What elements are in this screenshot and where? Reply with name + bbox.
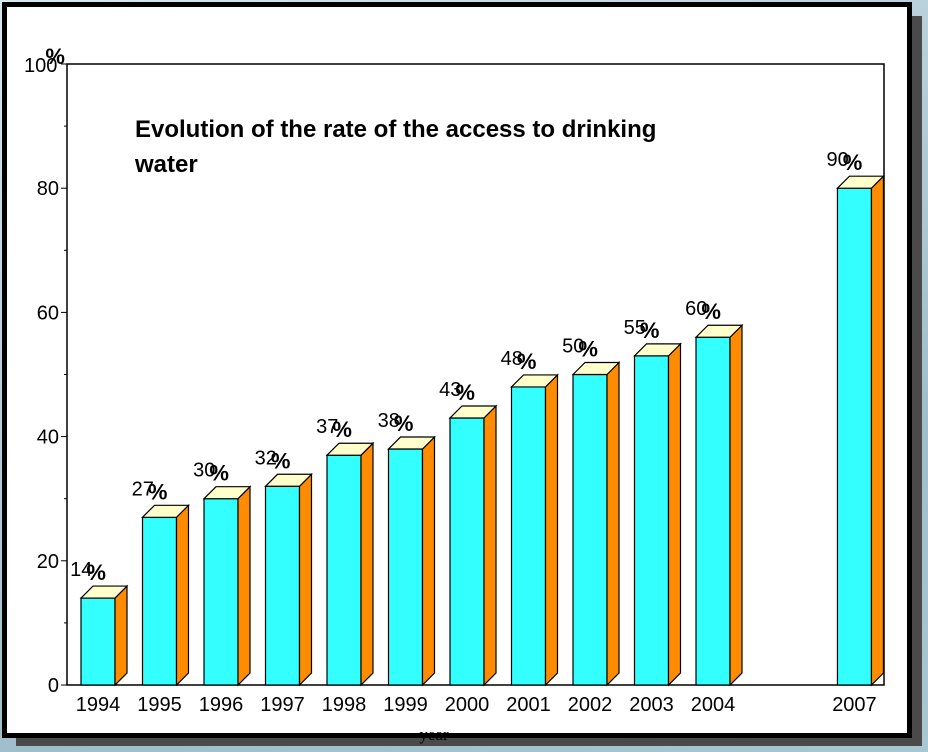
bar-side [544,373,559,687]
data-label: 32% [255,447,291,473]
x-tick-label: 1995 [137,694,182,716]
data-label-value: 60 [685,298,707,320]
y-tick-label: 20 [37,551,59,573]
x-tick-label: 1999 [383,694,428,716]
bar-front [203,498,239,686]
data-label-unit: % [517,349,537,374]
data-label-value: 50 [562,336,584,358]
y-tick-label: 40 [37,427,59,449]
data-label: 60% [685,298,721,324]
y-tick-label: 60 [37,302,59,324]
bar-front [572,373,608,686]
y-axis-unit: % [45,44,65,69]
x-tick-label: 1998 [322,694,367,716]
data-label-unit: % [148,479,168,504]
bar-side [298,472,313,687]
y-tick-label-top: 100% [24,44,65,77]
bar-side [483,404,497,687]
data-label: 37% [316,416,352,442]
data-label-unit: % [578,337,598,362]
bar-front [80,597,116,686]
bar-top [325,442,375,456]
data-label-unit: % [332,417,352,442]
bar-top [448,405,498,419]
bar-side [237,485,251,687]
bar-front [510,386,547,686]
chart-title-line-1: Evolution of the rate of the access to d… [135,116,656,143]
bar-side [606,361,620,687]
x-tick-label: 2003 [629,694,674,716]
data-label-value: 32 [255,447,277,469]
data-label: 50% [562,336,598,362]
data-label-unit: % [640,318,660,343]
bar-top [510,374,559,388]
data-label: 55% [624,317,660,343]
bar-front [449,417,485,686]
y-tick-label: 0 [48,675,59,697]
bar-side [729,323,743,687]
x-tick-label: 1997 [260,694,305,716]
data-label: 90% [827,149,863,175]
x-tick-label: 2004 [691,694,736,716]
bar-side [114,584,128,687]
bar-top [141,504,190,518]
bar-top [202,486,252,500]
data-label-unit: % [271,448,291,473]
bar-top [387,436,436,450]
data-label-value: 38 [378,410,400,432]
data-label-value: 55 [624,317,646,339]
bar-top [836,175,885,189]
data-label-unit: % [86,560,106,585]
bar-front [633,355,670,686]
bar-top [571,361,621,376]
x-tick-label: 2000 [445,694,490,716]
x-tick-label: 2001 [506,694,551,716]
data-label-value: 14 [70,559,92,581]
data-label-unit: % [209,461,229,486]
bar-side [360,441,374,687]
y-top-value: 100 [24,55,57,77]
bar-front [695,336,731,686]
bar-top [694,324,744,338]
x-tick-label: 1994 [76,694,121,716]
bars [79,174,885,687]
bar-top [633,343,682,357]
data-label-value: 30 [193,460,215,482]
data-label-unit: % [455,380,475,405]
data-label-unit: % [843,150,863,175]
data-label-value: 27 [132,478,154,500]
chart-title-line-2: water [134,151,198,178]
data-label: 27% [132,478,168,504]
data-label-value: 90 [827,149,849,171]
bar-front [141,516,178,686]
bar-side [870,174,885,687]
data-label: 38% [378,410,414,436]
labels: 1994 14% 1995 27% 1996 30% 1997 32% 1998 37% 1999 3… [70,149,877,716]
y-tick-label: 80 [37,178,59,200]
bar-top [79,585,129,599]
data-label: 48% [501,348,537,374]
data-label-unit: % [394,411,414,436]
x-tick-label: 2007 [832,694,877,716]
bar-front [387,448,424,686]
bar-front [326,454,362,686]
data-label: 30% [193,460,229,486]
bar-side [667,342,682,687]
bar-front [264,485,301,686]
bar-side [175,503,190,687]
data-label-value: 37 [316,416,338,438]
data-label-value: 48 [501,348,523,370]
data-label: 14% [70,559,106,585]
x-tick-label: 2002 [568,694,613,716]
bar-front [836,187,873,686]
x-axis-label: year [419,725,449,744]
data-label: 43% [439,379,475,405]
data-label-unit: % [701,299,721,324]
data-label-value: 43 [439,379,461,401]
bar-top [264,473,313,487]
bar-side [421,435,436,687]
x-tick-label: 1996 [199,694,244,716]
